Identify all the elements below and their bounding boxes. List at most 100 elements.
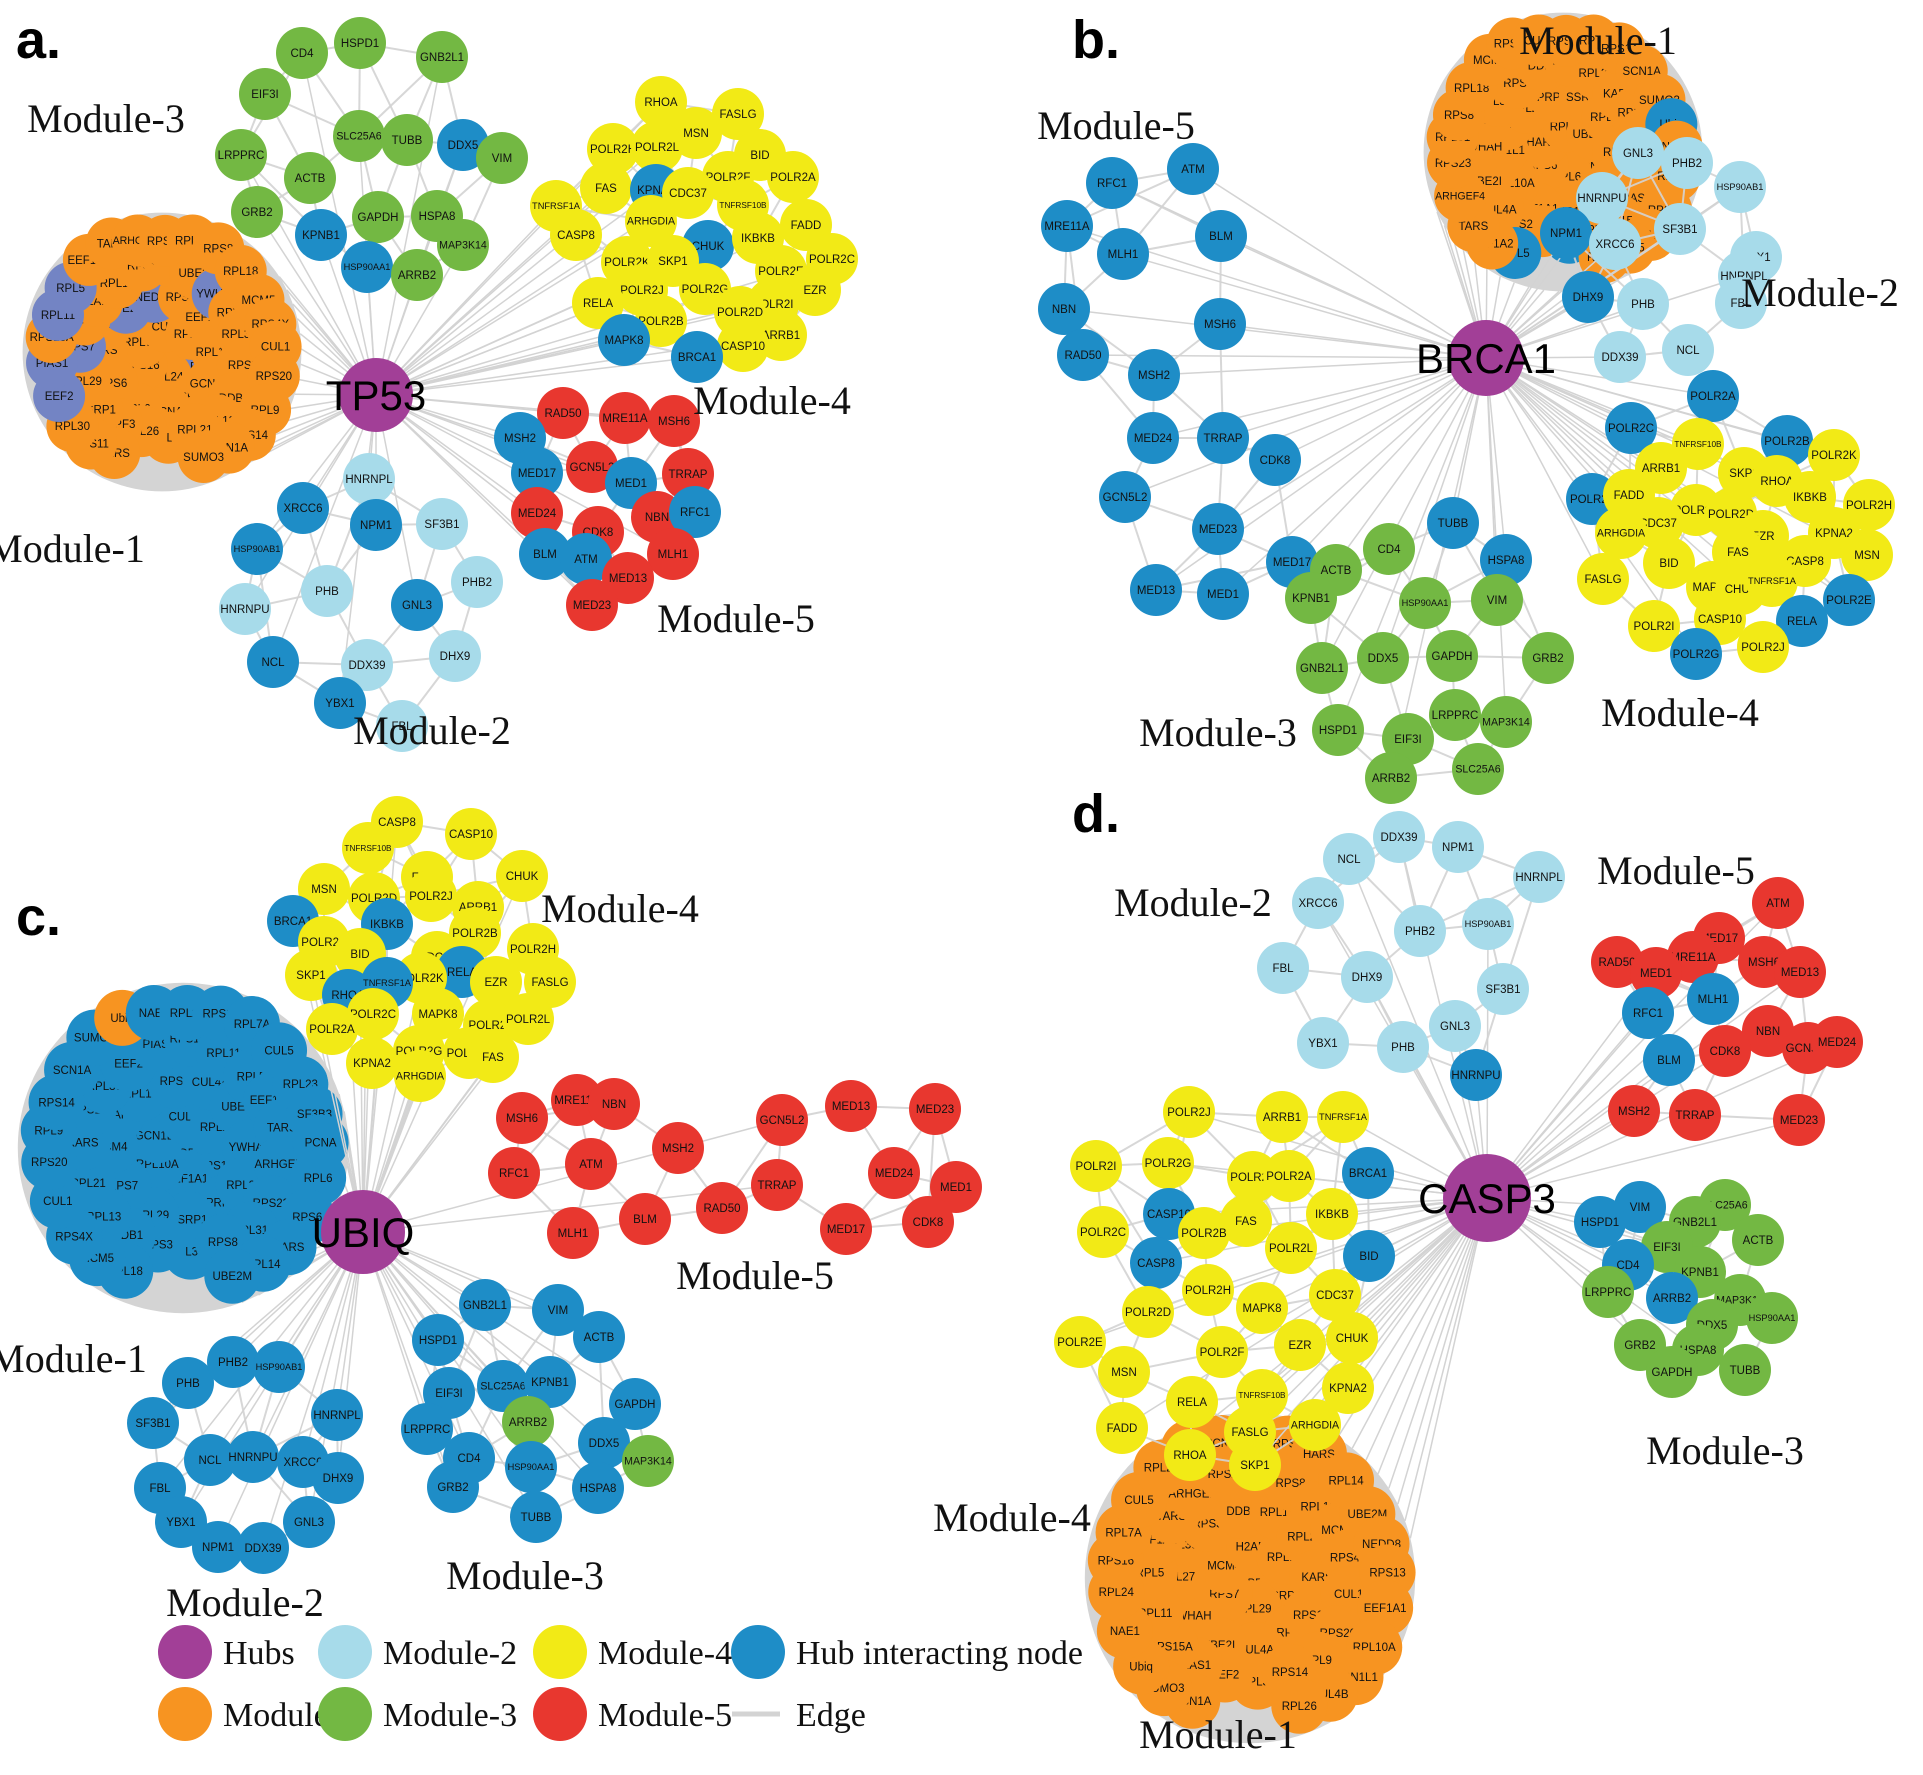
node-label: CASP10 xyxy=(721,341,765,353)
hub-edge xyxy=(375,356,698,396)
node-label: POLR2J xyxy=(1741,642,1784,654)
node-label: MED24 xyxy=(875,1168,914,1180)
node-label: GNL3 xyxy=(1440,1021,1470,1033)
node-label: MED23 xyxy=(1199,524,1237,536)
hub-label: CASP3 xyxy=(1418,1175,1556,1222)
node-RHOA xyxy=(635,76,687,128)
node-label: MSH2 xyxy=(1618,1106,1650,1118)
legend-swatch-hub-interacting-node xyxy=(731,1625,785,1679)
node-UBE2M xyxy=(204,1247,261,1304)
node-label: HSPA8 xyxy=(580,1483,617,1495)
node-KPNB1 xyxy=(295,209,347,261)
node-label: FBL xyxy=(1272,963,1294,975)
hub-edge xyxy=(1485,275,1745,359)
node-label: ARHGDIA xyxy=(1597,528,1646,540)
node-label: POLR2J xyxy=(620,285,663,297)
node-label: MAPK8 xyxy=(419,1009,458,1021)
node-ARRB2 xyxy=(391,249,443,301)
node-label: BID xyxy=(1659,558,1678,570)
node-label: CUL1 xyxy=(1334,1589,1363,1601)
node-label: MSH2 xyxy=(504,433,536,445)
node-label: CDC37 xyxy=(1316,1290,1354,1302)
node-label: MLH1 xyxy=(658,549,689,561)
node-label: TNFRSF1A xyxy=(1748,576,1797,586)
node-ATM xyxy=(560,533,612,585)
hub-edge xyxy=(1063,308,1487,359)
hub-edge xyxy=(1390,357,1487,779)
node-label: BID xyxy=(750,150,769,162)
node-label: CHUK xyxy=(692,241,725,253)
node-label: NCL xyxy=(261,657,285,669)
node-label: MED17 xyxy=(827,1224,865,1236)
node-POLR2A xyxy=(767,151,819,203)
module-title: Module-5 xyxy=(676,1253,834,1298)
node-label: BLM xyxy=(1657,1055,1681,1067)
node-label: HSP90AA1 xyxy=(1749,1313,1796,1323)
node-label: KPNB1 xyxy=(302,230,340,242)
node-label: CASP10 xyxy=(449,829,493,841)
node-label: MSH6 xyxy=(658,416,690,428)
node-SF3B1 xyxy=(416,498,468,550)
legend-swatch-module-2 xyxy=(318,1625,372,1679)
hub-edge xyxy=(1222,357,1487,439)
node-label: RAD50 xyxy=(703,1203,740,1215)
node-label: PHB xyxy=(1391,1042,1415,1054)
node-label: ARRB1 xyxy=(1263,1112,1301,1124)
node-label: KPNA2 xyxy=(1329,1383,1367,1395)
node-label: RPL5 xyxy=(56,283,85,295)
node-label: NCL xyxy=(1337,854,1361,866)
node-label: RFC1 xyxy=(680,507,710,519)
node-label: EIF3I xyxy=(1653,1242,1680,1254)
hub-label: TP53 xyxy=(326,372,426,419)
legend-label: Module-5 xyxy=(598,1697,732,1734)
node-label: FAS xyxy=(1727,547,1749,559)
module-title: Module-4 xyxy=(933,1495,1091,1540)
node-label: POLR2D xyxy=(717,307,763,319)
node-label: POLR2G xyxy=(1145,1158,1192,1170)
node-label: HSPA8 xyxy=(1488,555,1525,567)
node-label: RAD50 xyxy=(544,408,581,420)
node-label: ACTB xyxy=(295,173,326,185)
node-HSP90AA1 xyxy=(341,241,393,293)
node-label: GCN5L2 xyxy=(570,462,615,474)
node-label: PHB xyxy=(1631,299,1655,311)
hub-edge xyxy=(262,1231,364,1549)
node-MED17 xyxy=(511,447,563,499)
node-label: MSN xyxy=(1854,550,1880,562)
node-label: CASP10 xyxy=(1698,614,1742,626)
node-label: RPS20 xyxy=(256,371,292,383)
node-label: NBN xyxy=(645,512,669,524)
node-label: RPS14 xyxy=(1272,1667,1309,1679)
module-title: Module-1 xyxy=(1139,1712,1297,1757)
node-FBL xyxy=(376,700,428,752)
node-label: SUMO3 xyxy=(183,452,224,464)
node-label: TRRAP xyxy=(1676,1110,1715,1122)
node-label: SLC25A6 xyxy=(1455,764,1500,776)
node-HNRNPL xyxy=(343,453,395,505)
node-label: ARRB1 xyxy=(1642,463,1680,475)
node-label: HSP90AB1 xyxy=(1465,919,1512,929)
node-label: HSPD1 xyxy=(1319,725,1357,737)
node-label: HNRNPU xyxy=(228,1452,277,1464)
hub-edge xyxy=(272,394,377,663)
node-label: RAD50 xyxy=(1064,350,1101,362)
legend-label: Module-2 xyxy=(383,1635,517,1672)
node-label: RPL18 xyxy=(223,266,258,278)
node-label: RPS20 xyxy=(31,1157,67,1169)
node-label: PHB xyxy=(176,1378,200,1390)
node-HSP90AB1 xyxy=(231,523,283,575)
node-label: KPNA2 xyxy=(353,1058,391,1070)
node-label: NPM1 xyxy=(1550,228,1582,240)
node-HNRNPU xyxy=(219,583,271,635)
node-label: BLM xyxy=(1209,231,1233,243)
hub-edge xyxy=(375,56,443,396)
node-label: MED13 xyxy=(609,573,647,585)
node-label: TNFRSF1A xyxy=(532,201,581,211)
node-label: Ubiq xyxy=(1129,1661,1153,1673)
panel-letter: c. xyxy=(16,887,61,947)
node-label: RPL6 xyxy=(304,1173,333,1185)
hub-edge xyxy=(1486,998,1714,1199)
node-label: SLC25A6 xyxy=(480,1381,525,1393)
node-label: SF3B1 xyxy=(135,1418,170,1430)
